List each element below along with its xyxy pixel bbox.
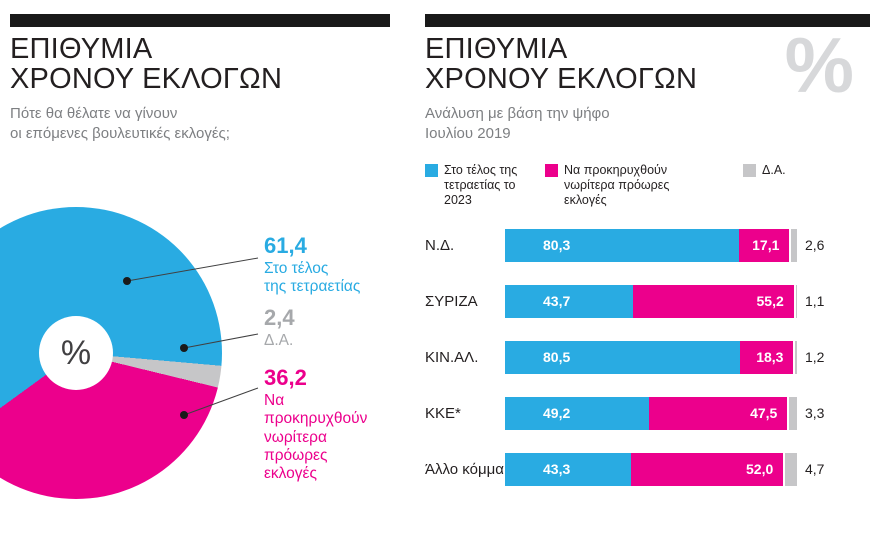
bar-segment-cyan: 43,3	[505, 452, 632, 486]
bar-row-kke: ΚΚΕ* 49,2 47,5 3,3	[425, 396, 870, 430]
segment-value: 18,3	[756, 349, 784, 366]
bar-segment-magenta: 47,5	[648, 396, 788, 430]
bar-segment-cyan: 80,3	[505, 228, 740, 262]
bar-segment-da	[793, 340, 797, 374]
bar-segment-magenta: 55,2	[632, 284, 794, 318]
legend-item-end-of-term: Στο τέλος της τετραετίας το 2023	[425, 163, 545, 207]
pie-label-text: Δ.Α.	[264, 332, 294, 350]
pie-label-early-elections: 36,2 Να προκηρυχθούν νωρίτερα πρόωρες εκ…	[264, 365, 368, 484]
stacked-bar: 43,3 52,0	[505, 452, 797, 486]
legend-label: Δ.Α.	[762, 163, 786, 178]
segment-value: 47,5	[750, 405, 778, 422]
bar-segment-da	[787, 396, 797, 430]
left-title: ΕΠΙΘΥΜΙΑ ΧΡΟΝΟΥ ΕΚΛΟΓΩΝ	[10, 33, 283, 96]
legend-swatch-magenta	[545, 164, 558, 178]
da-value-label: 3,3	[805, 405, 825, 422]
pie-label-da: 2,4 Δ.Α.	[264, 305, 295, 350]
bar-panel: % ΕΠΙΘΥΜΙΑ ΧΡΟΝΟΥ ΕΚΛΟΓΩΝ Ανάλυση με βάσ…	[425, 14, 870, 486]
stacked-bar-chart: Ν.Δ. 80,3 17,1 2,6 ΣΥΡΙΖΑ 43,7 55,2 1,1	[425, 228, 870, 486]
percent-watermark: %	[784, 21, 854, 109]
right-title: ΕΠΙΘΥΜΙΑ ΧΡΟΝΟΥ ΕΚΛΟΓΩΝ	[425, 33, 698, 96]
da-value-label: 1,2	[805, 349, 825, 366]
segment-value: 80,3	[543, 237, 571, 254]
stacked-bar: 43,7 55,2	[505, 284, 797, 318]
left-subtitle: Πότε θα θέλατε να γίνουν οι επόμενες βου…	[10, 104, 230, 143]
legend: Στο τέλος της τετραετίας το 2023 Να προκ…	[425, 163, 870, 207]
segment-value: 49,2	[543, 405, 571, 422]
bar-segment-magenta: 18,3	[740, 340, 794, 374]
pie-value: 61,4	[264, 233, 307, 258]
bar-category-label: ΣΥΡΙΖΑ	[425, 292, 478, 310]
bar-row-syriza: ΣΥΡΙΖΑ 43,7 55,2 1,1	[425, 284, 870, 318]
bar-segment-magenta: 17,1	[739, 228, 790, 262]
stacked-bar: 80,5 18,3	[505, 340, 797, 374]
da-value-label: 4,7	[805, 461, 825, 478]
legend-label: Να προκηρυχθούν νωρίτερα πρόωρες εκλογές	[564, 163, 670, 207]
bar-category-label: Ν.Δ.	[425, 236, 455, 254]
left-top-rule	[10, 14, 390, 27]
bar-category-label: ΚΚΕ*	[425, 404, 461, 422]
bar-segment-cyan: 49,2	[505, 396, 649, 430]
bar-segment-cyan: 80,5	[505, 340, 741, 374]
pie-label-end-of-term: 61,4 Στο τέλος της τετραετίας	[264, 233, 361, 297]
right-top-rule	[425, 14, 870, 27]
pie-label-text: Να προκηρυχθούν νωρίτερα πρόωρες εκλογές	[264, 392, 368, 483]
bar-segment-da	[789, 228, 797, 262]
pie-panel: ΕΠΙΘΥΜΙΑ ΧΡΟΝΟΥ ΕΚΛΟΓΩΝ Πότε θα θέλατε ν…	[10, 14, 390, 144]
legend-swatch-cyan	[425, 164, 438, 178]
right-subtitle: Ανάλυση με βάση την ψήφο Ιουλίου 2019	[425, 104, 610, 143]
bar-row-other-party: Άλλο κόμμα 43,3 52,0 4,7	[425, 452, 870, 486]
segment-value: 43,3	[543, 461, 571, 478]
bar-category-label: Άλλο κόμμα	[425, 460, 504, 478]
stacked-bar: 80,3 17,1	[505, 228, 797, 262]
da-value-label: 1,1	[805, 293, 825, 310]
segment-value: 55,2	[756, 293, 784, 310]
pie-label-text: Στο τέλος της τετραετίας	[264, 260, 361, 296]
da-value-label: 2,6	[805, 237, 825, 254]
segment-value: 43,7	[543, 293, 571, 310]
pie-value: 2,4	[264, 305, 295, 330]
bar-category-label: ΚΙΝ.ΑΛ.	[425, 348, 479, 366]
bar-segment-da	[793, 284, 797, 318]
bar-row-nd: Ν.Δ. 80,3 17,1 2,6	[425, 228, 870, 262]
percent-symbol: %	[60, 333, 92, 372]
legend-label: Στο τέλος της τετραετίας το 2023	[444, 163, 518, 207]
legend-item-early-elections: Να προκηρυχθούν νωρίτερα πρόωρες εκλογές	[545, 163, 743, 207]
segment-value: 80,5	[543, 349, 571, 366]
bar-row-kinal: ΚΙΝ.ΑΛ. 80,5 18,3 1,2	[425, 340, 870, 374]
pie-center-badge: %	[39, 316, 113, 390]
legend-item-da: Δ.Α.	[743, 163, 786, 178]
segment-value: 17,1	[752, 237, 780, 254]
bar-segment-magenta: 52,0	[631, 452, 784, 486]
bar-segment-cyan: 43,7	[505, 284, 633, 318]
bar-segment-da	[783, 452, 797, 486]
stacked-bar: 49,2 47,5	[505, 396, 797, 430]
legend-swatch-gray	[743, 164, 756, 178]
segment-value: 52,0	[746, 461, 774, 478]
pie-value: 36,2	[264, 365, 307, 390]
